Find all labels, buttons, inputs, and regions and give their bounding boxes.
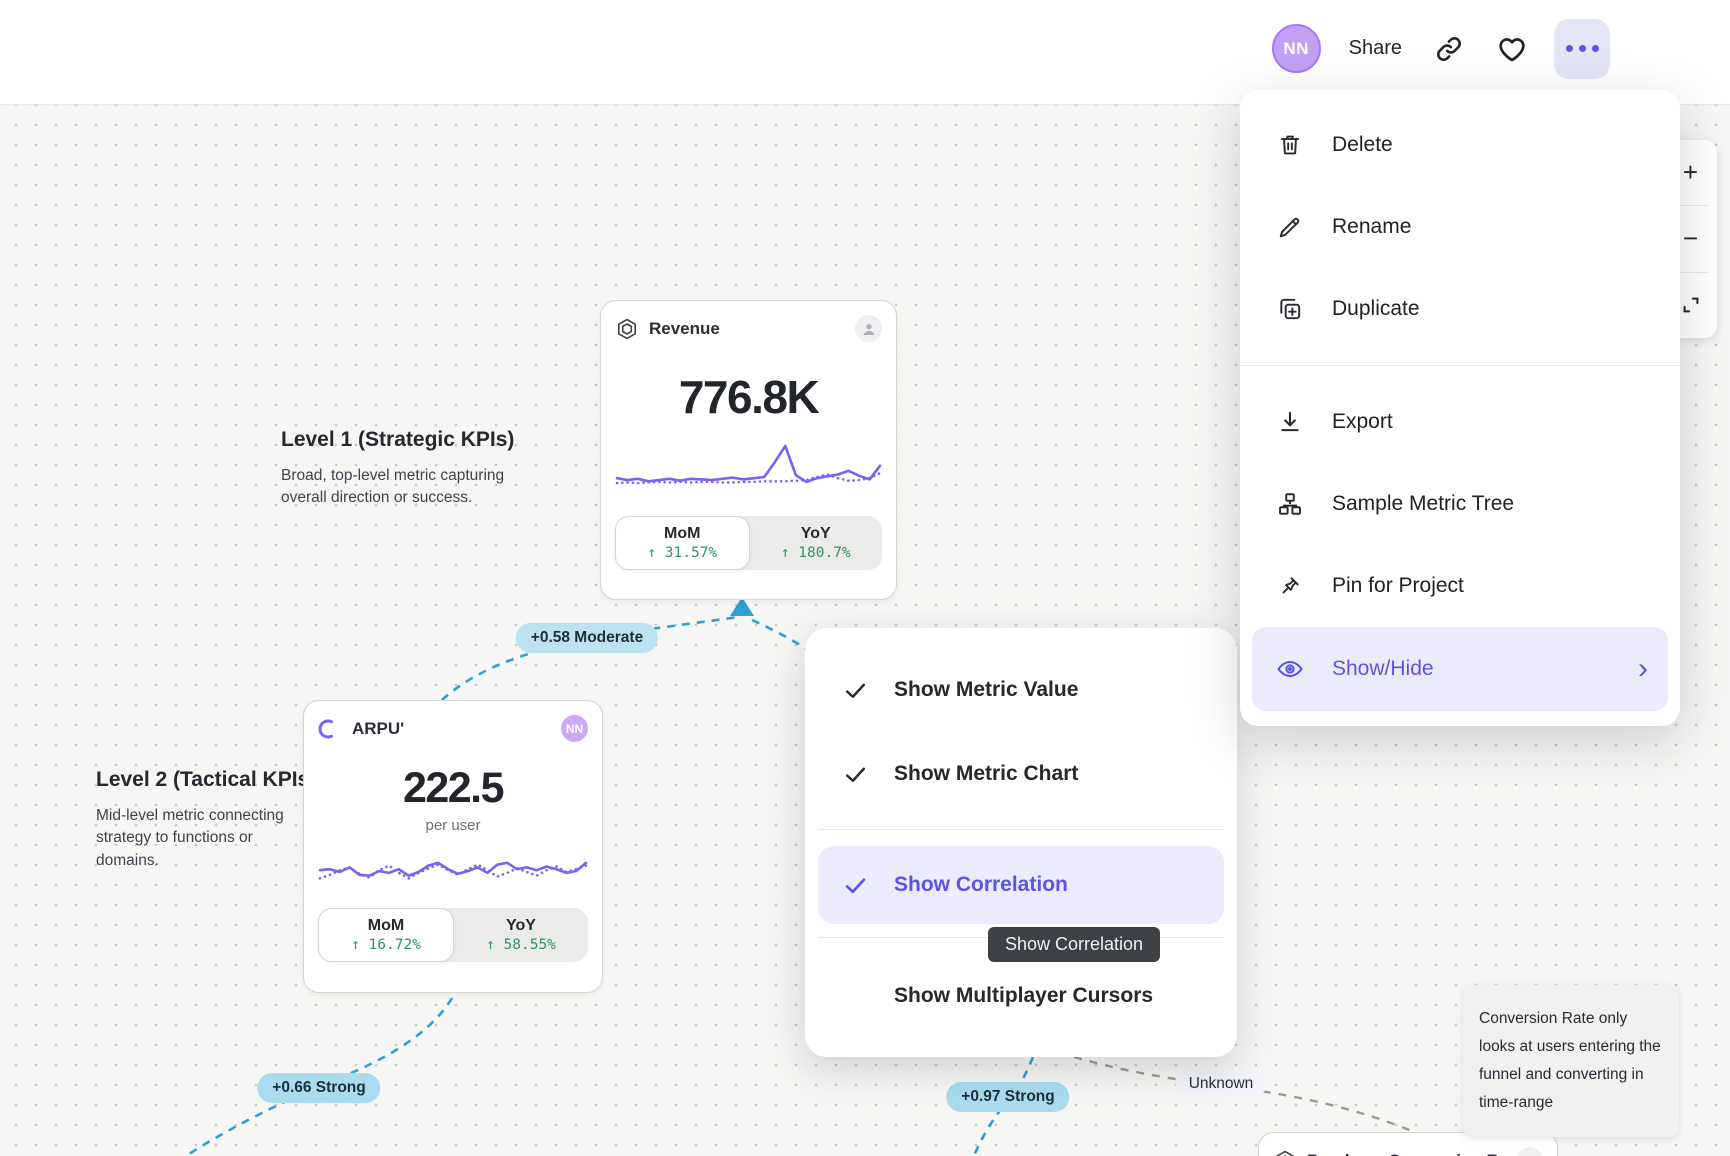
mom-label: MoM <box>664 525 701 542</box>
submenu-item-label: Show Multiplayer Cursors <box>894 984 1154 1007</box>
owner-avatar-icon <box>1516 1147 1543 1156</box>
yoy-value: ↑ 180.7% <box>780 545 851 561</box>
heart-icon <box>1499 37 1525 61</box>
metric-unit: per user <box>425 817 481 834</box>
arpu-sparkline <box>318 861 588 880</box>
mom-value: ↑ 31.57% <box>647 545 718 561</box>
loading-arc-icon <box>318 717 342 741</box>
ellipsis-icon <box>1565 45 1573 52</box>
card-title: Purchase Conversion R <box>1307 1151 1506 1156</box>
submenu-item-show-correlation[interactable]: Show Correlation <box>818 846 1224 924</box>
level1-description: Broad, top-level metric capturing overal… <box>281 467 505 507</box>
check-icon <box>843 762 871 787</box>
metric-value: 222.5 <box>402 764 505 812</box>
menu-item-export[interactable]: Export <box>1240 381 1680 463</box>
yoy-toggle[interactable]: YoY ↑ 58.55% <box>454 908 588 962</box>
menu-item-sample-metric-tree[interactable]: Sample Metric Tree <box>1240 463 1680 545</box>
mom-value: ↑ 16.72% <box>351 937 421 953</box>
context-menu: Delete Rename Duplicate <box>1240 90 1680 726</box>
mom-toggle[interactable]: MoM ↑ 16.72% <box>318 908 454 962</box>
more-options-button[interactable] <box>1554 18 1610 79</box>
correlation-badge[interactable]: +0.97 Strong <box>946 1082 1070 1112</box>
zoom-out-button[interactable]: − <box>1682 223 1699 254</box>
conversion-rate-note: Conversion Rate only looks at users ente… <box>1463 985 1679 1137</box>
submenu-item-label: Show Correlation <box>894 873 1068 896</box>
mom-label: MoM <box>367 917 405 934</box>
collaborator-avatar: NN <box>561 715 588 742</box>
level1-annotation: Level 1 (Strategic KPIs) Broad, top-leve… <box>281 428 541 510</box>
menu-item-label: Rename <box>1332 215 1412 238</box>
revenue-sparkline <box>615 444 882 485</box>
owner-avatar-icon <box>855 315 882 342</box>
toolbar-divider <box>1672 205 1709 207</box>
share-button[interactable]: Share <box>1348 37 1402 59</box>
menu-item-label: Delete <box>1332 133 1393 156</box>
yoy-value: ↑ 58.55% <box>486 937 556 953</box>
user-avatar[interactable]: NN <box>1271 24 1321 73</box>
menu-item-label: Export <box>1332 410 1393 433</box>
metric-hexagon-icon <box>615 317 639 341</box>
tree-icon <box>1276 490 1304 518</box>
submenu-item-label: Show Metric Value <box>894 678 1079 701</box>
submenu-item-show-multiplayer-cursors[interactable]: Show Multiplayer Cursors <box>805 959 1237 1033</box>
card-title: Revenue <box>649 318 720 338</box>
pushpin-icon <box>1276 572 1304 600</box>
submenu-item-show-metric-value[interactable]: Show Metric Value <box>805 648 1237 732</box>
favorite-button[interactable] <box>1496 33 1528 65</box>
submenu-item-show-metric-chart[interactable]: Show Metric Chart <box>805 732 1237 816</box>
submenu-item-label: Show Metric Chart <box>894 762 1079 785</box>
fit-view-button[interactable] <box>1664 273 1717 338</box>
metric-hexagon-icon <box>1273 1149 1297 1156</box>
toolbar-divider <box>1672 271 1709 273</box>
level2-annotation: Level 2 (Tactical KPIs) Mid-level metric… <box>96 768 336 872</box>
zoom-in-button[interactable]: + <box>1682 157 1699 188</box>
eye-icon <box>1276 655 1304 683</box>
level2-title: Level 2 (Tactical KPIs) <box>96 768 317 791</box>
menu-item-rename[interactable]: Rename <box>1240 186 1680 268</box>
yoy-label: YoY <box>506 917 536 934</box>
correlation-badge[interactable]: +0.66 Strong <box>257 1073 381 1103</box>
metric-card-arpu[interactable]: ARPU' NN 222.5 per user MoM ↑ 16.72% YoY… <box>303 700 603 993</box>
menu-item-duplicate[interactable]: Duplicate <box>1240 268 1680 350</box>
menu-item-label: Sample Metric Tree <box>1332 492 1515 515</box>
copy-link-button[interactable] <box>1434 34 1464 64</box>
check-icon <box>843 873 871 898</box>
pencil-icon <box>1276 213 1304 241</box>
duplicate-icon <box>1276 295 1304 323</box>
menu-item-delete[interactable]: Delete <box>1240 104 1680 186</box>
menu-item-label: Duplicate <box>1332 297 1420 320</box>
submenu-divider <box>818 829 1224 830</box>
menu-item-label: Pin for Project <box>1332 574 1464 597</box>
menu-item-label: Show/Hide <box>1332 657 1434 680</box>
correlation-badge[interactable]: +0.58 Moderate <box>515 623 659 653</box>
download-icon <box>1276 408 1304 436</box>
link-icon <box>1437 36 1461 61</box>
yoy-toggle[interactable]: YoY ↑ 180.7% <box>750 516 883 570</box>
level1-title: Level 1 (Strategic KPIs) <box>281 428 515 451</box>
menu-item-pin-for-project[interactable]: Pin for Project <box>1240 545 1680 627</box>
metric-card-revenue[interactable]: Revenue 776.8K MoM ↑ 31.57% YoY ↑ 180.7% <box>600 300 897 600</box>
menu-item-show-hide[interactable]: Show/Hide › <box>1252 627 1668 711</box>
check-icon <box>843 678 871 703</box>
trash-icon <box>1276 131 1304 159</box>
show-correlation-tooltip: Show Correlation <box>988 927 1161 962</box>
chevron-right-icon: › <box>1638 652 1648 685</box>
show-hide-submenu: Show Metric Value Show Metric Chart Show… <box>805 628 1237 1057</box>
menu-divider <box>1240 365 1680 366</box>
mom-toggle[interactable]: MoM ↑ 31.57% <box>615 516 750 570</box>
metric-value: 776.8K <box>678 371 820 423</box>
fullscreen-icon <box>1683 297 1698 313</box>
correlation-badge-unknown[interactable]: Unknown <box>1175 1071 1267 1097</box>
yoy-label: YoY <box>800 525 831 542</box>
top-bar: NN Share <box>0 0 1730 105</box>
card-title: ARPU' <box>352 718 405 738</box>
level2-description: Mid-level metric connecting strategy to … <box>96 807 284 869</box>
